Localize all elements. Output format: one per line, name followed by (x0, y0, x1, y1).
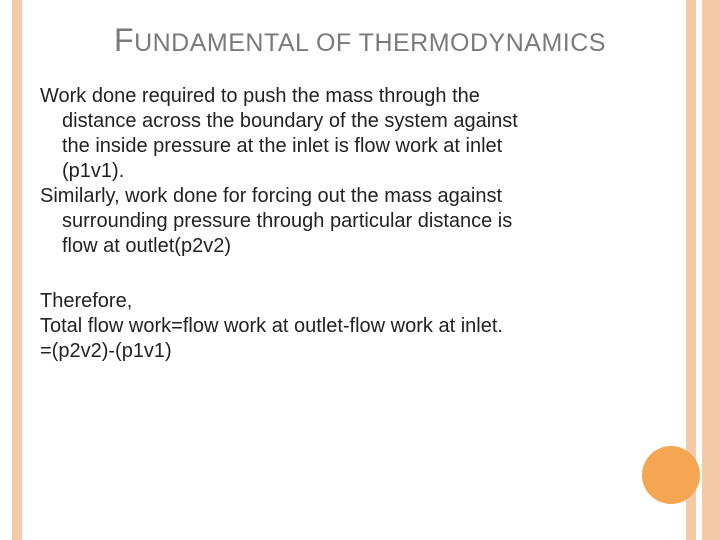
therefore-line: Therefore, (40, 289, 660, 314)
title-capital: F (114, 22, 134, 58)
total-flow-line: Total flow work=flow work at outlet-flow… (40, 314, 660, 339)
equation-line: =(p2v2)-(p1v1) (40, 339, 660, 364)
accent-circle (642, 446, 700, 504)
para2-line3: flow at outlet(p2v2) (40, 234, 660, 259)
para1-line4: (p1v1). (40, 159, 660, 184)
para1-line2: distance across the boundary of the syst… (40, 109, 660, 134)
body-content: Work done required to push the mass thro… (40, 84, 660, 364)
right-stripe-outer (702, 0, 720, 540)
title-rest: UNDAMENTAL OF THERMODYNAMICS (134, 29, 606, 57)
page-title: FUNDAMENTAL OF THERMODYNAMICS (0, 22, 720, 59)
spacer (40, 259, 660, 289)
para1-line1: Work done required to push the mass thro… (40, 84, 660, 109)
para2-line1: Similarly, work done for forcing out the… (40, 184, 660, 209)
para1-line3: the inside pressure at the inlet is flow… (40, 134, 660, 159)
para2-line2: surrounding pressure through particular … (40, 209, 660, 234)
left-stripe (12, 0, 22, 540)
